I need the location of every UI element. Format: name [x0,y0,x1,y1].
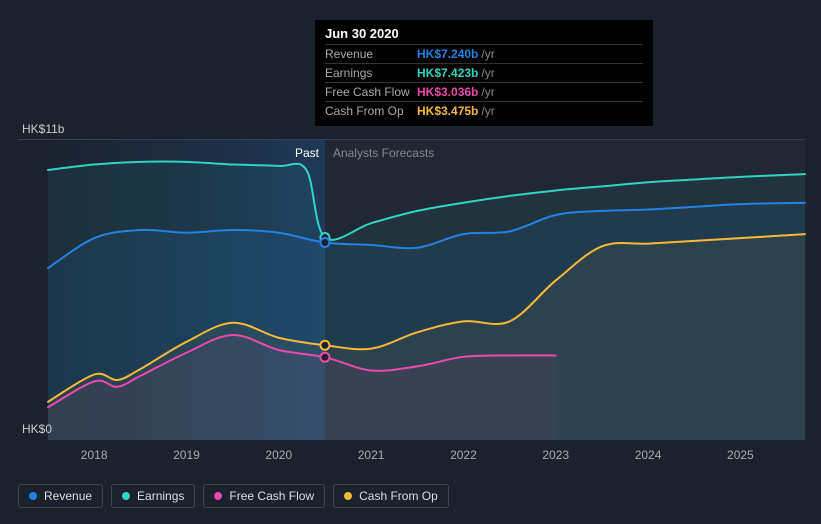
tooltip-row-label: Earnings [325,66,417,80]
tooltip-row-unit: /yr [481,85,494,99]
legend-dot-icon [29,492,37,500]
x-axis-tick: 2023 [542,448,569,462]
tooltip-row-unit: /yr [481,104,494,118]
tooltip-row-label: Revenue [325,47,417,61]
tooltip-row: Cash From OpHK$3.475b/yr [325,101,643,120]
legend-item-label: Cash From Op [359,489,438,503]
chart-legend: Revenue Earnings Free Cash Flow Cash From O… [18,484,449,508]
legend-item[interactable]: Earnings [111,484,195,508]
tooltip-row: RevenueHK$7.240b/yr [325,44,643,63]
tooltip-row-value: HK$7.240b [417,47,478,61]
x-axis-tick: 2025 [727,448,754,462]
tooltip-row-value: HK$7.423b [417,66,478,80]
x-axis-tick: 2022 [450,448,477,462]
tooltip-row-unit: /yr [481,47,494,61]
tooltip-row-value: HK$3.475b [417,104,478,118]
x-axis-tick: 2021 [358,448,385,462]
tooltip-row-label: Cash From Op [325,104,417,118]
legend-dot-icon [344,492,352,500]
tooltip-row-label: Free Cash Flow [325,85,417,99]
x-axis-tick: 2024 [635,448,662,462]
y-axis-min-label: HK$0 [22,422,52,436]
legend-dot-icon [214,492,222,500]
tooltip-row-unit: /yr [481,66,494,80]
legend-item-label: Earnings [137,489,184,503]
x-axis-tick: 2018 [81,448,108,462]
legend-item[interactable]: Free Cash Flow [203,484,325,508]
forecast-region-label: Analysts Forecasts [333,146,434,160]
legend-item-label: Free Cash Flow [229,489,314,503]
chart-tooltip: Jun 30 2020 RevenueHK$7.240b/yrEarningsH… [315,20,653,126]
tooltip-date: Jun 30 2020 [325,26,643,44]
legend-dot-icon [122,492,130,500]
x-axis-tick: 2019 [173,448,200,462]
legend-item[interactable]: Cash From Op [333,484,449,508]
tooltip-row: Free Cash FlowHK$3.036b/yr [325,82,643,101]
x-axis-tick: 2020 [265,448,292,462]
legend-item[interactable]: Revenue [18,484,103,508]
y-axis-max-label: HK$11b [22,122,64,136]
past-region-label: Past [295,146,319,160]
tooltip-row-value: HK$3.036b [417,85,478,99]
tooltip-row: EarningsHK$7.423b/yr [325,63,643,82]
legend-item-label: Revenue [44,489,92,503]
